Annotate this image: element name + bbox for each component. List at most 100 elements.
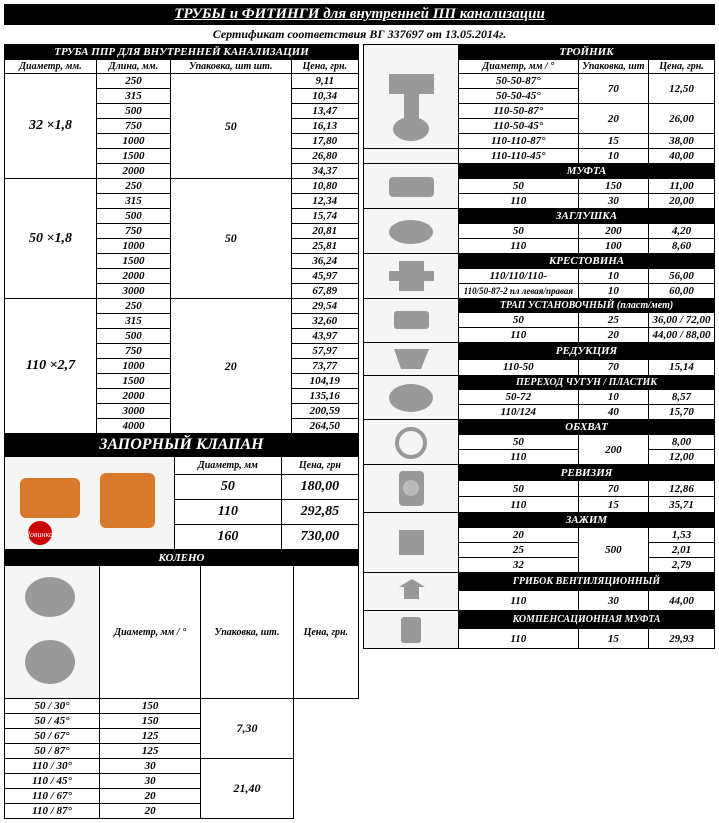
elbow-dia: 50 / 67° [5, 729, 100, 744]
cell: 110-110-87° [459, 134, 579, 149]
cell: 35,71 [649, 497, 715, 513]
trap-image [364, 299, 459, 343]
cell: 10 [578, 390, 648, 405]
pipe-len: 3000 [96, 284, 170, 299]
pipe-price: 36,24 [291, 254, 358, 269]
valve-cell: 110 [175, 500, 282, 525]
cell: 15 [578, 134, 648, 149]
valve-col-dia: Диаметр, мм [175, 457, 282, 475]
pipe-dia: 50 ×1,8 [5, 179, 97, 299]
pipe-price: 200,59 [291, 404, 358, 419]
cell: 30 [578, 591, 648, 611]
elbow-pack: 30 [100, 759, 201, 774]
pipes-col-dia: Диаметр, мм. [5, 60, 97, 74]
pipe-len: 1000 [96, 359, 170, 374]
pipe-price: 264,50 [291, 419, 358, 434]
cell: 110 [459, 194, 579, 209]
elbow-dia: 110 / 67° [5, 789, 100, 804]
cell: 32 [459, 558, 579, 573]
cell: 25 [578, 313, 648, 328]
cell: 25 [459, 543, 579, 558]
cell: 110 [459, 629, 579, 649]
elbow-col-pack: Упаковка, шт. [201, 566, 293, 699]
revision-image [364, 465, 459, 513]
pipe-len: 750 [96, 119, 170, 134]
pipe-len: 2000 [96, 269, 170, 284]
pipe-len: 2000 [96, 164, 170, 179]
cross-image [364, 254, 459, 299]
cell: 50 [459, 481, 579, 497]
clamp-image [364, 420, 459, 465]
cell: 26,00 [649, 104, 715, 134]
pipes-col-pack: Упаковка, шт шт. [170, 60, 291, 74]
pipe-price: 9,11 [291, 74, 358, 89]
cell: 2,01 [649, 543, 715, 558]
pipes-col-len: Длина, мм. [96, 60, 170, 74]
comp-title: КОМПЕНСАЦИОННАЯ МУФТА [459, 611, 715, 629]
cell: 40,00 [649, 149, 715, 164]
reducer-title: РЕДУКЦИЯ [459, 343, 715, 360]
elbow-dia: 50 / 30° [5, 699, 100, 714]
cell: 110/110/110- [459, 269, 579, 284]
pipe-len: 2000 [96, 389, 170, 404]
cell: 38,00 [649, 134, 715, 149]
cell: 36,00 / 72,00 [649, 313, 715, 328]
svg-text:Новинка!: Новинка! [23, 530, 56, 539]
cell: 70 [578, 359, 648, 376]
cell: 70 [578, 481, 648, 497]
cell: 110 [459, 497, 579, 513]
pipe-price: 17,80 [291, 134, 358, 149]
pipe-price: 135,16 [291, 389, 358, 404]
cell: 110-110-45° [459, 149, 579, 164]
cell: 30 [578, 194, 648, 209]
elbow-dia: 110 / 87° [5, 804, 100, 819]
cell: 29,93 [649, 629, 715, 649]
cell: 150 [578, 179, 648, 194]
cell: 500 [578, 528, 648, 573]
cell: 110 [459, 591, 579, 611]
pipe-len: 4000 [96, 419, 170, 434]
pipe-len: 250 [96, 74, 170, 89]
valve-col-price: Цена, грн [281, 457, 358, 475]
elbow-table: КОЛЕНО Диаметр, мм / ° Упаковка, шт. Цен… [4, 550, 359, 819]
pipe-price: 10,34 [291, 89, 358, 104]
cell: 200 [578, 435, 648, 465]
clip-image [364, 513, 459, 573]
elbow-pack: 150 [100, 714, 201, 729]
pipe-len: 315 [96, 194, 170, 209]
cell: 15,14 [649, 359, 715, 376]
cell: 50 [459, 435, 579, 450]
elbow-dia: 50 / 45° [5, 714, 100, 729]
cell: 10 [578, 269, 648, 284]
valve-title: ЗАПОРНЫЙ КЛАПАН [4, 434, 359, 456]
pipes-col-price: Цена, грн. [291, 60, 358, 74]
plug-image [364, 209, 459, 254]
cell: 50 [459, 313, 579, 328]
pipe-price: 29,54 [291, 299, 358, 314]
elbow-col-dia: Диаметр, мм / ° [100, 566, 201, 699]
elbow-price: 21,40 [201, 759, 293, 819]
cell: 100 [578, 239, 648, 254]
elbow-pack: 30 [100, 774, 201, 789]
valve-cell: 160 [175, 525, 282, 550]
page-subtitle: Сертификат соответствия ВГ 337697 от 13.… [4, 25, 715, 44]
pipe-price: 57,97 [291, 344, 358, 359]
cell: 60,00 [649, 284, 715, 299]
pipe-len: 750 [96, 344, 170, 359]
pipe-len: 500 [96, 104, 170, 119]
pipe-pack: 50 [170, 179, 291, 299]
cell: 110 [459, 450, 579, 465]
pipe-price: 13,47 [291, 104, 358, 119]
vent-title: ГРИБОК ВЕНТИЛЯЦИОННЫЙ [459, 573, 715, 591]
elbow-pack: 125 [100, 744, 201, 759]
valve-cell: 730,00 [281, 525, 358, 550]
elbow-pack: 20 [100, 789, 201, 804]
pipe-dia: 110 ×2,7 [5, 299, 97, 434]
elbow-image [5, 566, 100, 699]
pipe-len: 250 [96, 179, 170, 194]
clip-title: ЗАЖИМ [459, 513, 715, 528]
cell: 8,57 [649, 390, 715, 405]
cell: 20 [578, 104, 648, 134]
right-table: ТРОЙНИК Диаметр, мм / ° Упаковка, шт Цен… [363, 44, 715, 649]
coupling-image [364, 164, 459, 209]
